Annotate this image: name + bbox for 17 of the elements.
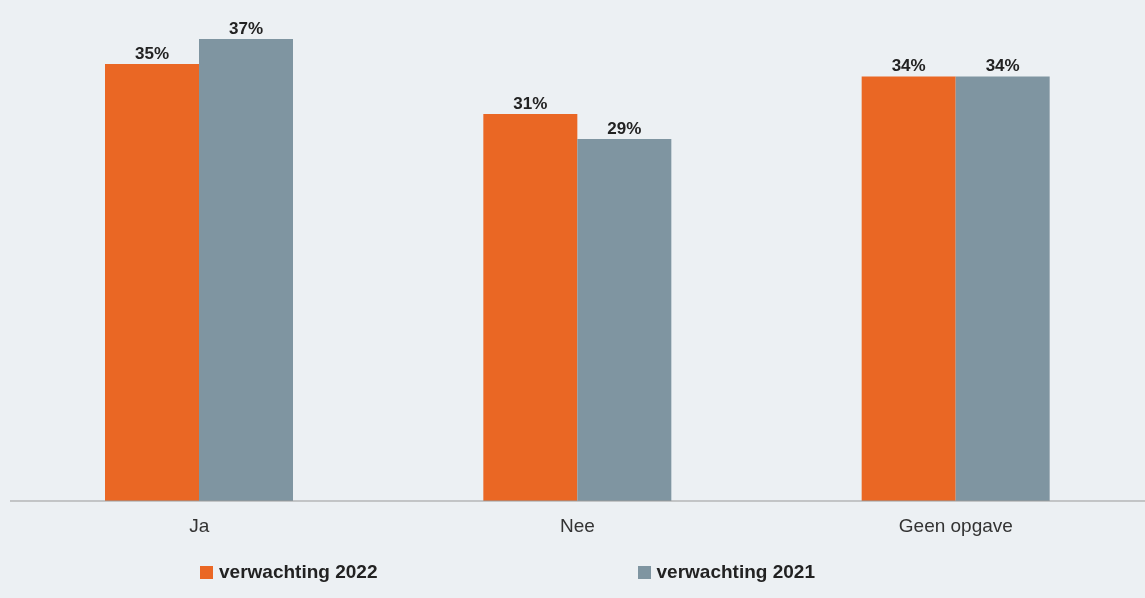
data-label: 37% [228,19,264,38]
bar [577,138,672,501]
data-label: 34% [985,56,1020,76]
data-label: 34% [891,56,926,76]
x-tick-label: Geen opgave [898,515,1013,537]
data-label: 35% [134,43,170,63]
data-label: 29% [607,118,642,138]
bar [955,76,1050,501]
legend-label: verwachting 2022 [218,561,378,583]
bar [199,39,293,501]
data-label: 31% [513,93,548,113]
legend-label: verwachting 2021 [655,561,815,583]
x-tick-label: Ja [189,515,210,537]
bar [105,63,199,501]
x-tick-label: Nee [560,515,595,537]
bar [483,113,578,501]
bar [861,76,956,501]
